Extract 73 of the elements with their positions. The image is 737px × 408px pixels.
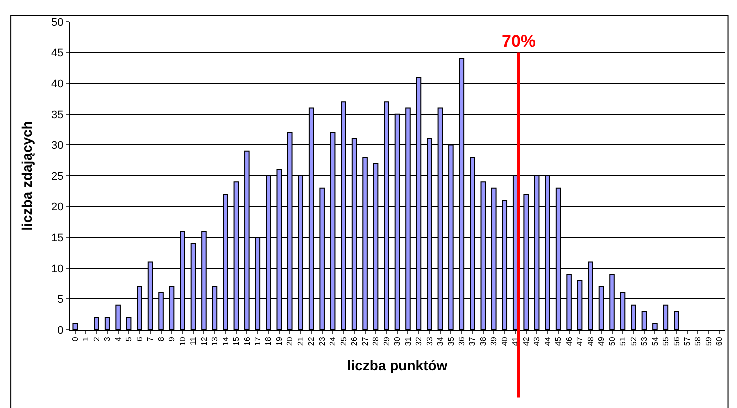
x-tick-label: 33 [425, 336, 434, 346]
x-tick-label: 44 [543, 336, 552, 346]
x-tick-label: 45 [554, 336, 564, 346]
y-tick-label: 45 [52, 48, 64, 60]
x-tick-label: 46 [564, 336, 574, 346]
x-tick-label: 32 [414, 336, 424, 346]
x-tick-label: 42 [522, 336, 531, 346]
x-tick-label: 39 [490, 336, 499, 346]
x-tick-label: 54 [650, 336, 660, 346]
y-tick-label: 50 [52, 16, 64, 29]
x-tick-label: 58 [694, 336, 703, 346]
x-tick-label: 28 [372, 336, 381, 346]
y-tick-label: 15 [52, 232, 64, 244]
x-tick-label: 56 [672, 336, 682, 346]
x-tick-label: 8 [156, 336, 166, 342]
x-tick-label: 17 [254, 336, 263, 346]
x-tick-label: 2 [92, 336, 102, 342]
x-tick-label: 20 [286, 336, 295, 346]
x-tick-label: 7 [146, 336, 156, 342]
x-tick-label: 48 [586, 336, 596, 346]
x-tick-label: 22 [307, 336, 316, 346]
x-tick-label: 36 [458, 336, 467, 346]
x-tick-label: 6 [135, 336, 144, 342]
x-tick-label: 59 [704, 336, 714, 346]
x-tick-label: 29 [382, 336, 392, 346]
x-tick-label: 30 [393, 336, 402, 346]
x-tick-label: 26 [350, 336, 360, 346]
x-tick-label: 38 [479, 336, 488, 346]
x-tick-label: 60 [715, 336, 724, 346]
y-tick-label: 40 [52, 78, 64, 90]
x-tick-label: 19 [274, 336, 284, 346]
x-tick-label: 50 [608, 336, 617, 346]
x-tick-label: 15 [232, 336, 242, 346]
x-tick-label: 10 [178, 336, 188, 346]
y-axis-title: liczba zdających [19, 121, 36, 231]
x-tick-label: 4 [114, 336, 123, 342]
x-tick-label: 52 [629, 336, 638, 346]
x-tick-label: 27 [360, 336, 370, 346]
x-tick-label: 40 [500, 336, 510, 346]
x-tick-label: 3 [103, 336, 112, 342]
x-tick-label: 49 [597, 336, 606, 346]
x-tick-label: 43 [532, 336, 542, 346]
x-tick-label: 12 [200, 336, 209, 346]
x-tick-label: 31 [404, 336, 413, 346]
x-tick-label: 35 [446, 336, 456, 346]
x-tick-label: 24 [328, 336, 338, 346]
y-tick-label: 30 [52, 140, 64, 152]
y-tick-label: 20 [52, 202, 64, 214]
x-tick-label: 21 [296, 336, 306, 346]
x-tick-label: 16 [242, 336, 252, 346]
x-tick-label: 55 [662, 336, 671, 346]
x-tick-label: 53 [640, 336, 650, 346]
x-tick-label: 51 [618, 336, 628, 346]
x-tick-label: 14 [221, 336, 230, 346]
x-tick-label: 11 [189, 336, 198, 346]
x-tick-label: 25 [339, 336, 348, 346]
x-tick-label: 9 [168, 336, 177, 342]
x-tick-label: 37 [468, 336, 478, 346]
x-tick-label: 1 [82, 336, 91, 342]
y-tick-label: 35 [52, 109, 64, 122]
x-axis-title: liczba punktów [347, 357, 448, 374]
x-tick-label: 47 [576, 336, 585, 346]
x-tick-label: 34 [436, 336, 446, 346]
x-tick-label: 13 [210, 336, 220, 346]
x-tick-label: 23 [318, 336, 327, 346]
y-tick-label: 5 [58, 294, 64, 306]
x-tick-label: 0 [70, 336, 80, 342]
y-tick-label: 25 [52, 170, 64, 183]
annotation: 70% [502, 32, 536, 51]
y-tick-label: 10 [52, 263, 64, 276]
x-tick-label: 57 [683, 336, 692, 346]
x-tick-label: 5 [124, 336, 134, 342]
x-tick-label: 18 [264, 336, 274, 346]
